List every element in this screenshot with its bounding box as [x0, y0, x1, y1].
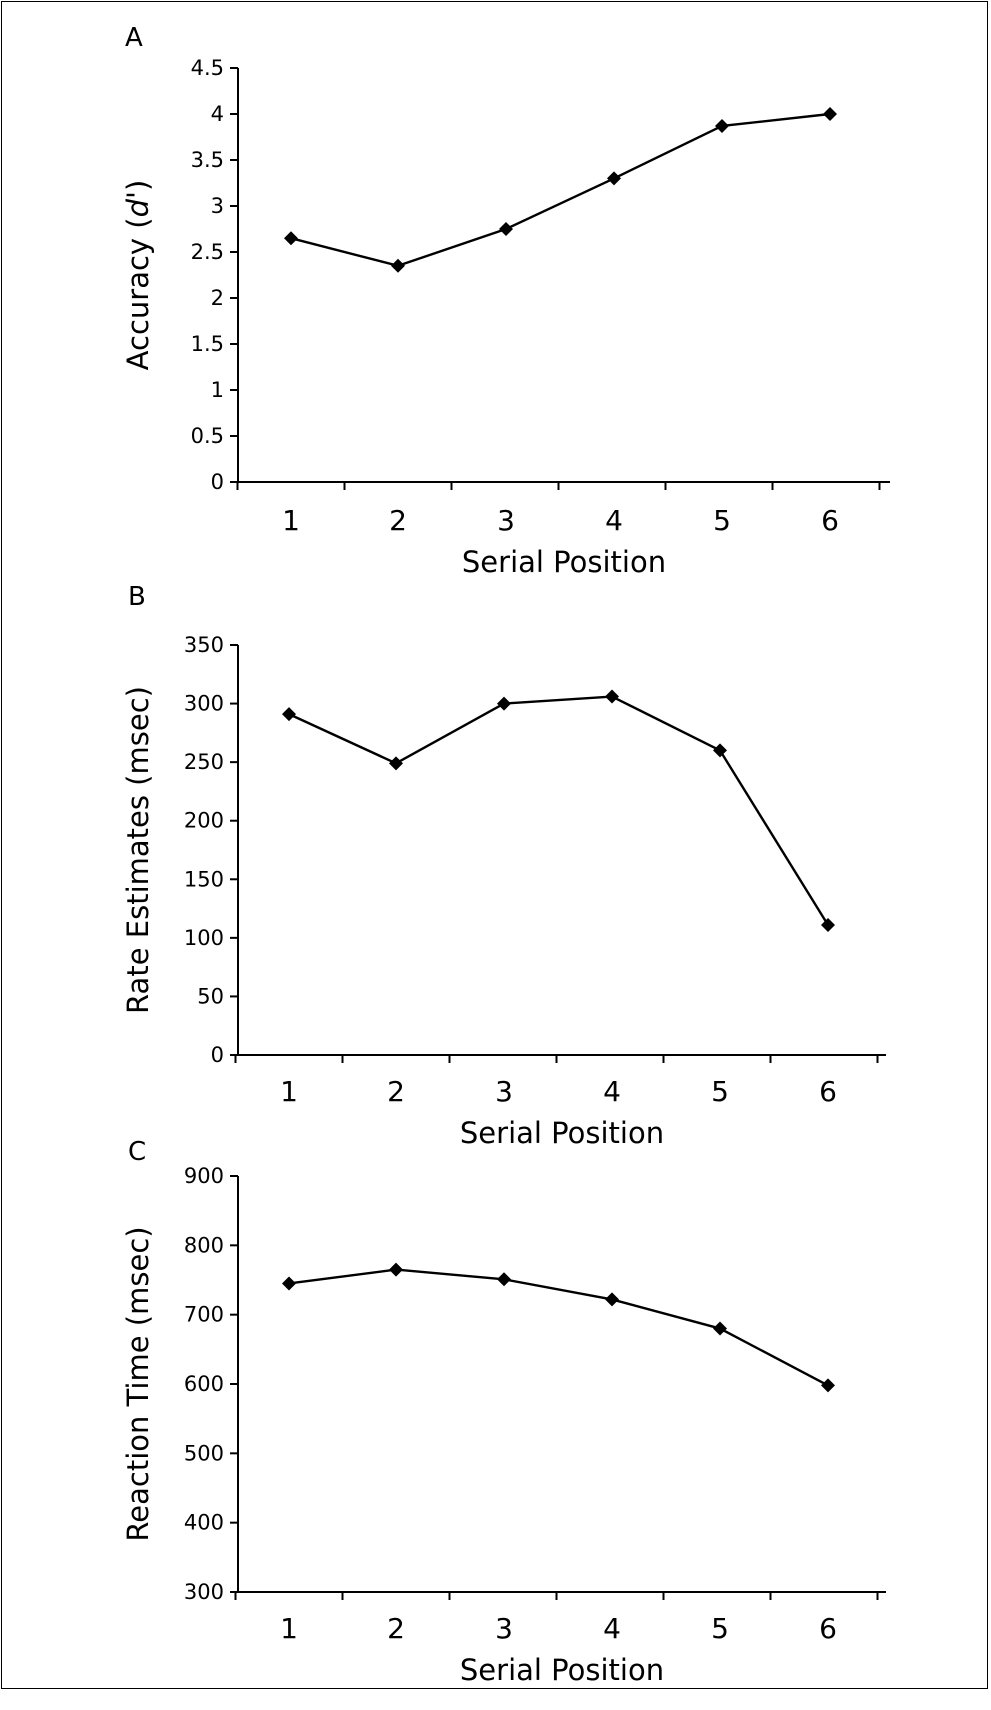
- x-tick-label: 5: [713, 504, 731, 537]
- y-tick-label: 50: [197, 984, 224, 1008]
- y-axis-title: Accuracy (d'): [121, 180, 155, 371]
- data-point-marker: [607, 171, 621, 186]
- series-line: [290, 112, 831, 268]
- y-axis-title: Reaction Time (msec): [121, 1226, 155, 1541]
- data-point-marker: [499, 222, 513, 236]
- y-tick-label: 4: [211, 102, 224, 126]
- data-point-marker: [821, 1378, 835, 1393]
- data-point-marker: [715, 118, 729, 133]
- data-point-marker: [605, 1292, 619, 1307]
- data-point-marker: [497, 696, 511, 711]
- y-tick-label: 3.5: [191, 148, 224, 172]
- y-tick-label: 100: [184, 926, 224, 950]
- x-tick-label: 2: [387, 1075, 405, 1108]
- y-tick-label: 300: [184, 692, 224, 716]
- y-tick-label: 900: [184, 1164, 224, 1188]
- y-tick-label: 250: [184, 750, 224, 774]
- x-tick-label: 6: [819, 1075, 837, 1108]
- y-tick-label: 4.5: [191, 56, 224, 80]
- data-point-marker: [713, 1321, 727, 1336]
- y-tick-label: 0: [211, 1043, 224, 1067]
- x-tick-label: 1: [282, 504, 300, 537]
- data-point-marker: [282, 707, 296, 722]
- data-point-marker: [823, 107, 837, 121]
- y-tick-label: 1: [211, 378, 224, 402]
- x-axis-title: Serial Position: [462, 545, 666, 579]
- panel-letter: B: [128, 582, 146, 612]
- series-line: [288, 1268, 829, 1387]
- x-tick-label: 3: [495, 1612, 513, 1645]
- x-tick-label: 4: [603, 1075, 621, 1108]
- y-tick-label: 2.5: [191, 240, 224, 264]
- x-tick-label: 6: [819, 1612, 837, 1645]
- y-tick-label: 0.5: [191, 424, 224, 448]
- y-tick-label: 350: [184, 633, 224, 657]
- x-tick-label: 4: [603, 1612, 621, 1645]
- data-point-marker: [605, 689, 619, 704]
- chart-panel-c: C 300 400 500 600 700 800 900 1 2 3 4 5 6 Serial Posit…: [121, 1137, 886, 1687]
- x-tick-label: 6: [821, 504, 839, 537]
- x-tick-label: 5: [711, 1612, 729, 1645]
- data-point-marker: [389, 1262, 403, 1277]
- y-axis-title: Rate Estimates (msec): [121, 686, 155, 1014]
- y-tick-label: 2: [211, 286, 224, 310]
- data-point-marker: [713, 743, 727, 758]
- panel-letter: C: [128, 1137, 146, 1167]
- y-tick-label: 300: [184, 1580, 224, 1604]
- x-tick-label: 4: [605, 504, 623, 537]
- data-point-marker: [391, 258, 405, 273]
- x-tick-label: 3: [495, 1075, 513, 1108]
- x-tick-label: 1: [280, 1075, 298, 1108]
- series-line: [288, 695, 830, 926]
- panel-letter: A: [125, 23, 143, 53]
- x-tick-label: 3: [497, 504, 515, 537]
- x-axis-title: Serial Position: [460, 1653, 664, 1687]
- x-tick-label: 2: [389, 504, 407, 537]
- y-tick-label: 400: [184, 1511, 224, 1535]
- y-tick-label: 1.5: [191, 332, 224, 356]
- x-axis-title: Serial Position: [460, 1116, 664, 1150]
- chart-panel-a: A 0 0.5 1 1.5 2 2.5 3 3.5 4 4.5 1 2 3 4 5 6 Serial Positi…: [121, 23, 890, 579]
- x-tick-label: 1: [280, 1612, 298, 1645]
- x-tick-label: 2: [387, 1612, 405, 1645]
- y-tick-label: 800: [184, 1233, 224, 1257]
- y-tick-label: 0: [211, 470, 224, 494]
- y-tick-label: 150: [184, 867, 224, 891]
- data-point-marker: [389, 756, 403, 771]
- y-tick-label: 600: [184, 1372, 224, 1396]
- data-point-marker: [284, 231, 298, 246]
- y-tick-label: 3: [211, 194, 224, 218]
- y-tick-label: 700: [184, 1303, 224, 1327]
- y-tick-label: 500: [184, 1441, 224, 1465]
- x-tick-label: 5: [711, 1075, 729, 1108]
- data-point-marker: [821, 917, 835, 932]
- chart-panel-b: B 0 50 100 150 200 250 300 350 1 2 3 4 5 6 Serial Posit…: [121, 582, 886, 1150]
- data-point-marker: [497, 1272, 511, 1287]
- data-point-marker: [282, 1276, 296, 1291]
- y-tick-label: 200: [184, 809, 224, 833]
